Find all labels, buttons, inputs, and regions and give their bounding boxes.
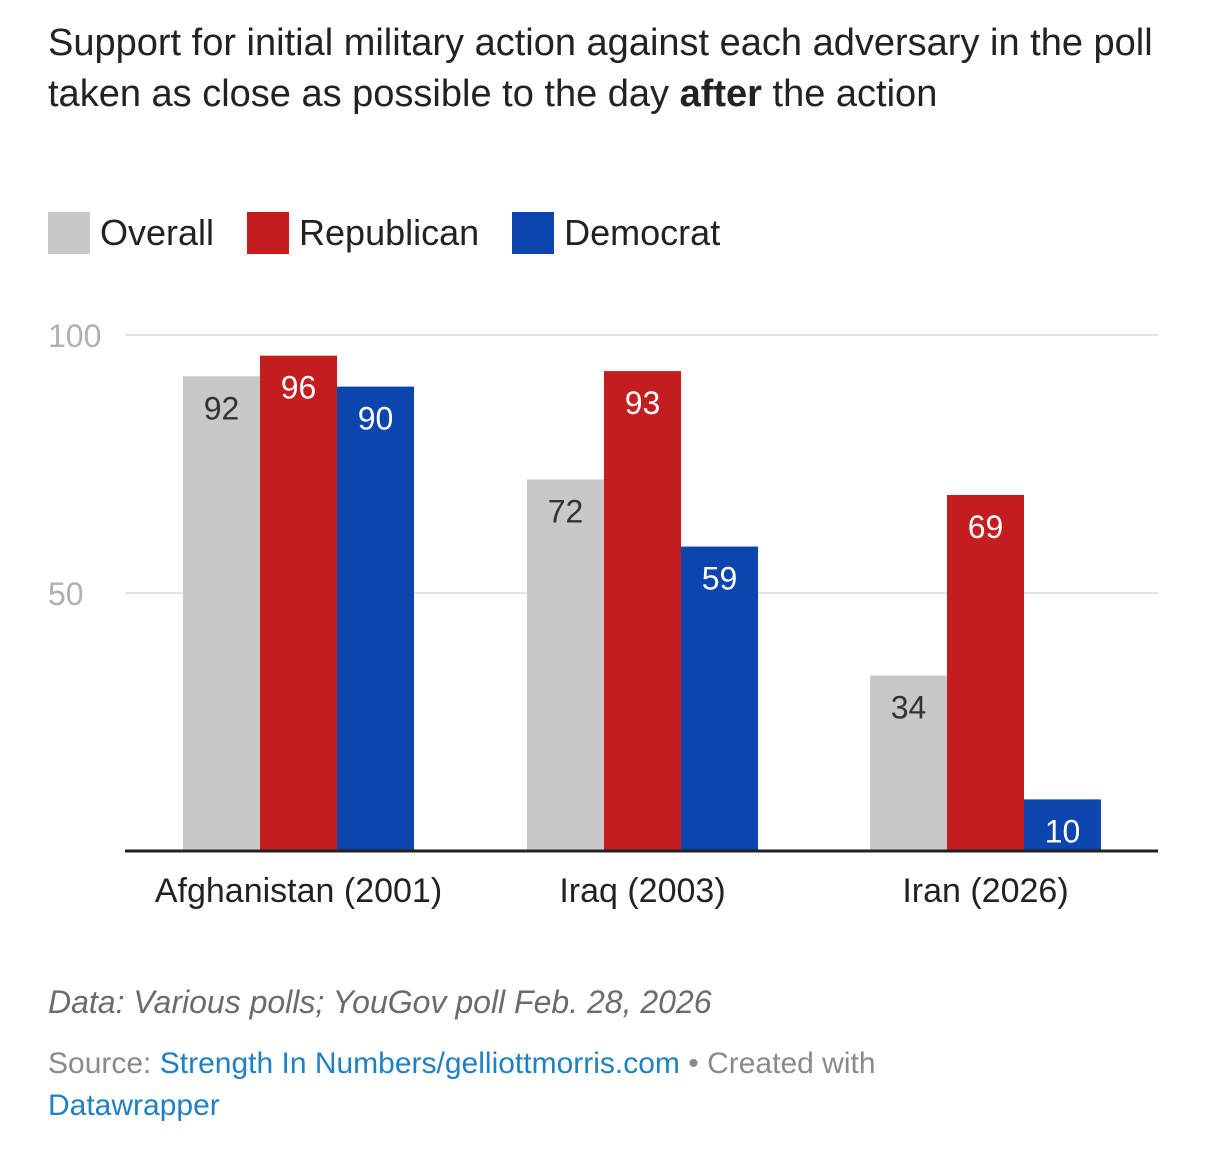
title-emphasis: after: [679, 73, 762, 115]
legend-item-democrat: Democrat: [512, 212, 720, 254]
bar-chart: 50 100 92 96 90 Afghanistan (2001) 72 93 59 Iraq …: [48, 318, 1158, 910]
bar-value-label-democrat-1: 59: [702, 561, 738, 597]
bar-value-label-republican-0: 96: [281, 370, 317, 406]
bar-value-label-democrat-2: 10: [1045, 813, 1081, 849]
legend-label-democrat: Democrat: [564, 212, 721, 253]
bar-republican-1: [604, 371, 681, 851]
bar-value-label-overall-1: 72: [548, 493, 584, 529]
bar-value-label-republican-2: 69: [968, 509, 1004, 545]
bar-overall-0: [183, 376, 260, 851]
data-note: Data: Various polls; YouGov poll Feb. 28…: [48, 984, 712, 1020]
y-tick-label-100: 100: [48, 318, 101, 354]
bar-overall-1: [527, 479, 604, 851]
created-with-text: • Created with: [679, 1047, 876, 1080]
legend-item-overall: Overall: [48, 212, 214, 254]
bar-value-label-republican-1: 93: [625, 385, 661, 421]
title-text-1: Support for initial military action agai…: [48, 22, 1153, 115]
bar-republican-0: [260, 355, 337, 851]
bar-democrat-0: [337, 386, 414, 851]
bar-value-label-democrat-0: 90: [358, 401, 394, 437]
x-category-label-2: Iran (2026): [902, 872, 1068, 910]
bar-republican-2: [947, 494, 1024, 851]
source-prefix: Source:: [48, 1047, 160, 1080]
source-line: Source: Strength In Numbers/gelliottmorr…: [48, 1043, 1008, 1127]
datawrapper-link[interactable]: Datawrapper: [48, 1089, 220, 1122]
bar-value-label-overall-2: 34: [891, 690, 927, 726]
x-category-label-1: Iraq (2003): [559, 872, 725, 910]
bar-overall-2: [870, 675, 947, 851]
source-link[interactable]: Strength In Numbers/gelliottmorris.com: [159, 1047, 680, 1080]
title-text-2: the action: [761, 73, 938, 115]
legend-label-overall: Overall: [100, 212, 215, 253]
legend-item-republican: Republican: [247, 212, 479, 254]
legend-swatch-republican: [247, 212, 290, 254]
bar-democrat-2: [1024, 799, 1101, 851]
legend-label-republican: Republican: [299, 212, 480, 253]
chart-legend: Overall Republican Democrat: [48, 212, 753, 254]
bar-democrat-1: [681, 546, 758, 851]
bar-value-label-overall-0: 92: [204, 390, 240, 426]
x-category-label-0: Afghanistan (2001): [155, 872, 442, 910]
y-tick-label-50: 50: [48, 576, 84, 612]
chart-title: Support for initial military action agai…: [48, 18, 1168, 120]
legend-swatch-overall: [48, 212, 90, 254]
legend-swatch-democrat: [512, 212, 555, 254]
